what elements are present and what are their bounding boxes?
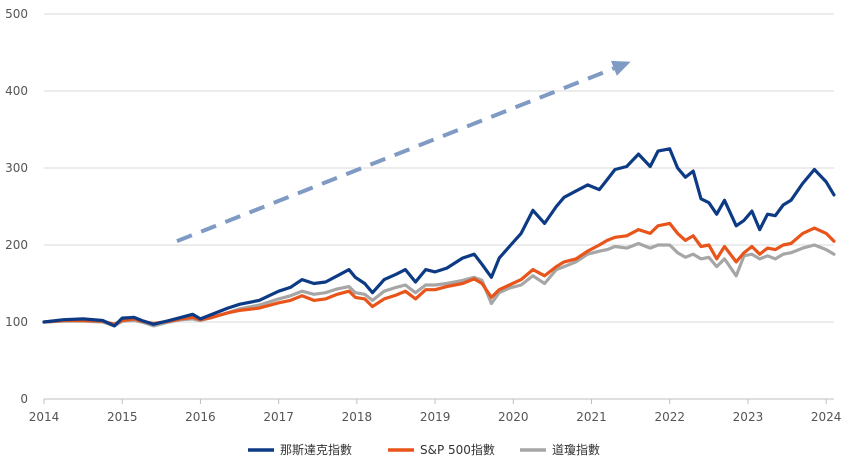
y-tick-label: 0 — [20, 392, 28, 406]
x-tick-label: 2019 — [420, 410, 451, 424]
x-tick-label: 2018 — [342, 410, 373, 424]
trend-arrow-head — [610, 60, 631, 76]
legend-label: 那斯達克指數 — [280, 442, 352, 457]
y-tick-label: 500 — [5, 7, 28, 21]
series-line-1 — [42, 221, 836, 326]
series-lines — [42, 147, 836, 328]
axes: 0 100 200 300 400 500 2014 2015 2016 2017 2018 2019… — [5, 7, 841, 424]
gridlines — [44, 13, 834, 323]
legend-item: 道瓊指數 — [520, 442, 600, 457]
y-tick-label: 100 — [5, 315, 28, 329]
x-tick-label: 2022 — [654, 410, 685, 424]
trend-arrow-shaft — [176, 66, 615, 244]
x-tick-label: 2016 — [185, 410, 216, 424]
x-tick-label: 2021 — [576, 410, 607, 424]
legend: 那斯達克指數 S&P 500指數 道瓊指數 — [248, 442, 600, 457]
legend-label: S&P 500指數 — [420, 442, 495, 457]
x-tick-label: 2023 — [733, 410, 764, 424]
trend-arrow — [176, 60, 631, 244]
x-tick-label: 2014 — [29, 410, 60, 424]
legend-label: 道瓊指數 — [552, 442, 600, 457]
y-tick-label: 200 — [5, 238, 28, 252]
y-tick-label: 300 — [5, 161, 28, 175]
series-line-0 — [42, 147, 836, 328]
x-tick-label: 2020 — [498, 410, 529, 424]
x-tick-label: 2024 — [811, 410, 842, 424]
legend-item: 那斯達克指數 — [248, 442, 352, 457]
y-tick-label: 400 — [5, 84, 28, 98]
x-tick-label: 2015 — [107, 410, 138, 424]
legend-item: S&P 500指數 — [388, 442, 495, 457]
x-tick-label: 2017 — [263, 410, 294, 424]
